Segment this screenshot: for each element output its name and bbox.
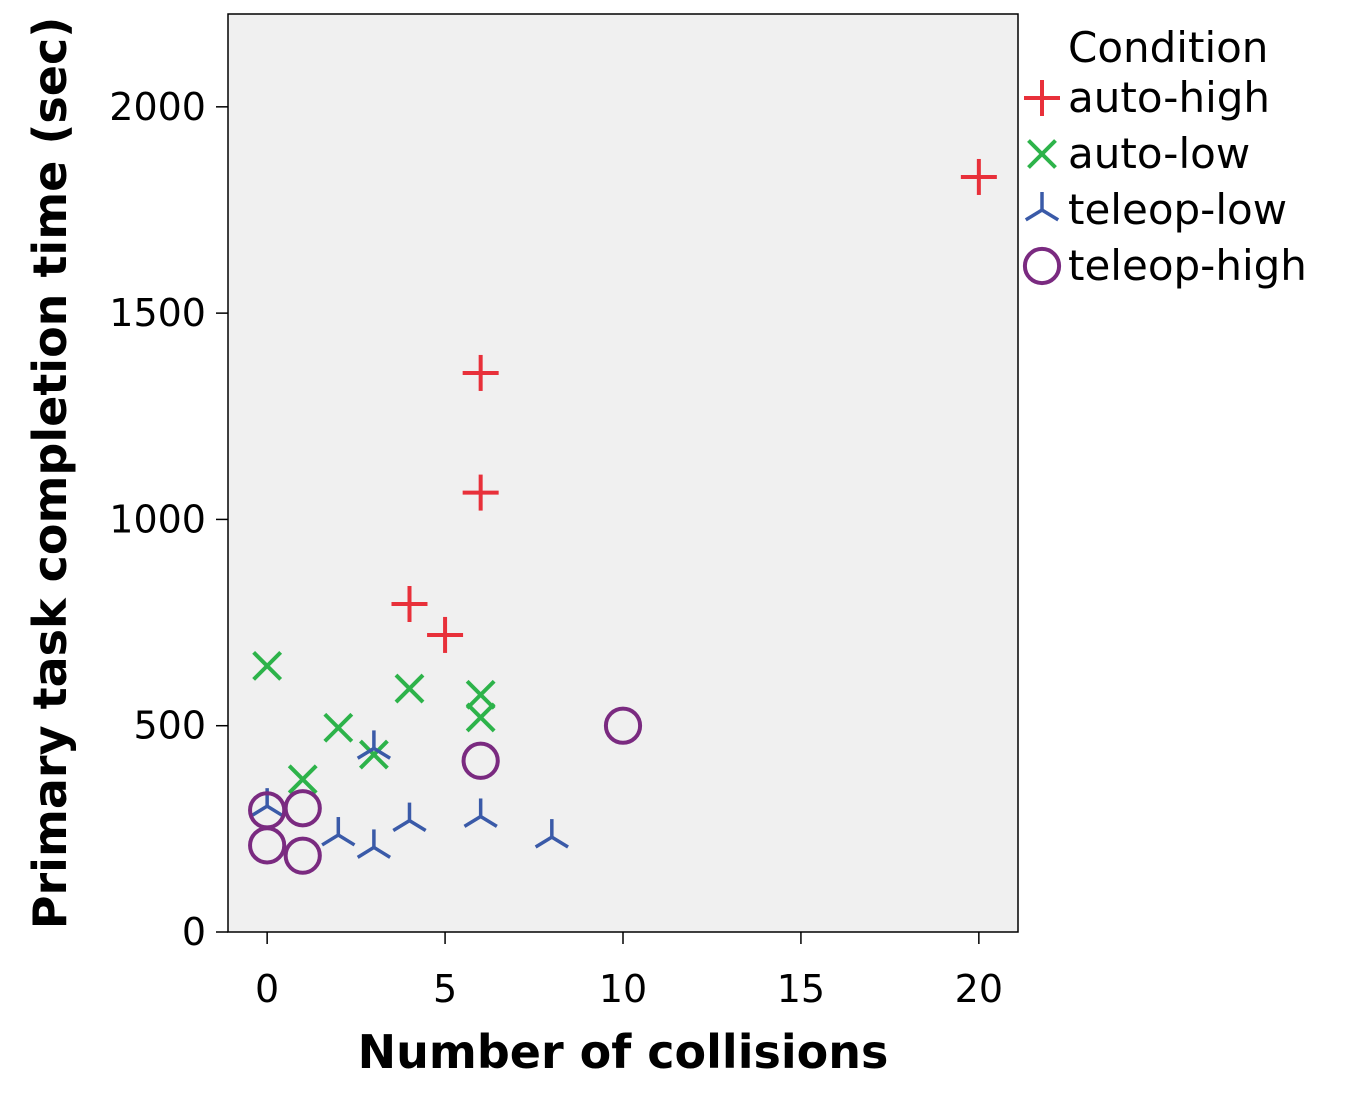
auto-high-point (462, 354, 499, 391)
x-tick-label: 10 (599, 967, 647, 1011)
legend: Condition auto-high auto-low teleop-low tel… (1022, 23, 1307, 290)
x-tick-label: 0 (255, 967, 279, 1011)
auto-low-point (252, 650, 283, 681)
auto-low-point (465, 679, 496, 710)
x-axis: 0 5 10 15 20 (255, 932, 1003, 1011)
teleop-high-point (603, 706, 643, 745)
teleop-low-point (534, 819, 569, 849)
teleop-high-legend-swatch (1022, 246, 1062, 286)
teleop-low-legend-swatch (1024, 192, 1060, 222)
teleop-low-point (463, 798, 498, 828)
y-axis-title: Primary task completion time (sec) (23, 17, 77, 929)
auto-low-legend-swatch (1027, 139, 1057, 169)
auto-low-point (394, 673, 425, 704)
teleop-high-point (283, 789, 322, 828)
teleop-low-point (250, 788, 285, 818)
auto-high-point (427, 616, 464, 653)
teleop-low-point (392, 802, 427, 832)
x-tick-label: 15 (777, 967, 825, 1011)
x-tick-label: 20 (955, 967, 1003, 1011)
y-tick-label: 1500 (109, 291, 206, 335)
auto-high-point (960, 158, 997, 195)
legend-label-auto-high: auto-high (1068, 73, 1270, 122)
teleop-low-point (356, 730, 392, 760)
plot-area (227, 13, 1019, 933)
legend-label-auto-low: auto-low (1068, 129, 1250, 178)
y-axis: 0 500 1000 1500 2000 (109, 85, 228, 954)
auto-low-point (358, 739, 389, 770)
data-points (248, 158, 997, 875)
teleop-low-point (356, 829, 392, 859)
x-axis-title: Number of collisions (358, 1025, 889, 1079)
auto-low-point (465, 702, 496, 733)
teleop-high-point (283, 836, 322, 875)
legend-label-teleop-low: teleop-low (1068, 185, 1287, 234)
legend-title: Condition (1068, 23, 1268, 72)
teleop-high-point (248, 826, 287, 865)
auto-high-point (391, 585, 428, 622)
auto-low-point (323, 712, 354, 743)
auto-low-point (287, 764, 318, 795)
y-tick-label: 0 (182, 910, 206, 954)
auto-high-legend-swatch (1024, 80, 1060, 116)
x-tick-label: 5 (433, 967, 457, 1011)
teleop-low-point (321, 817, 356, 847)
y-tick-label: 1000 (109, 497, 206, 541)
legend-label-teleop-high: teleop-high (1068, 241, 1307, 290)
y-tick-label: 2000 (109, 85, 206, 129)
teleop-high-point (461, 741, 500, 780)
y-tick-label: 500 (133, 704, 206, 748)
auto-high-point (462, 474, 499, 511)
